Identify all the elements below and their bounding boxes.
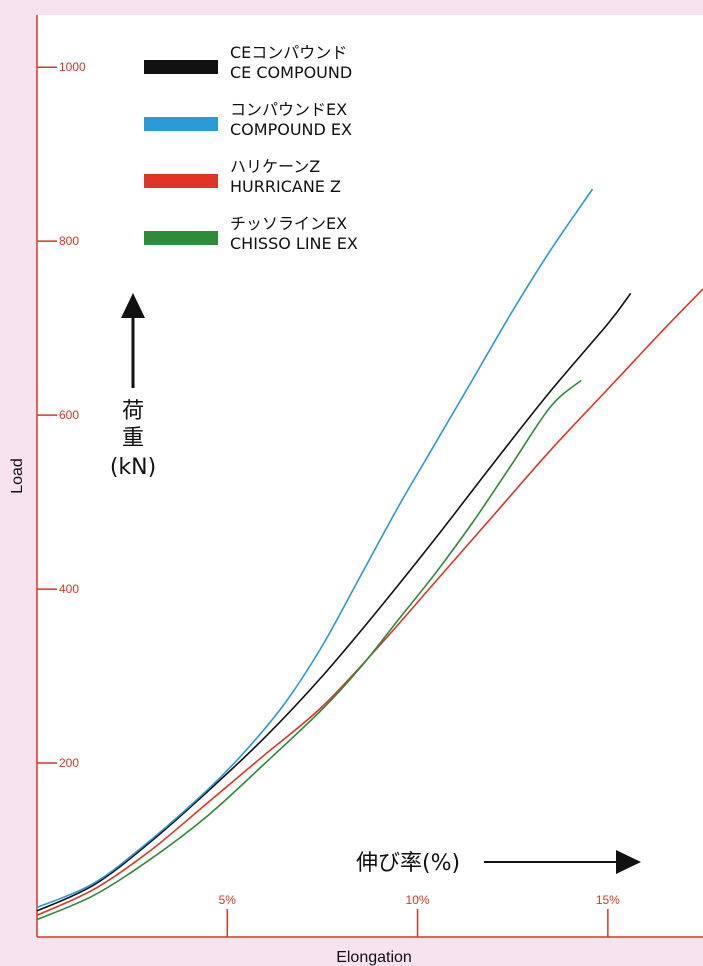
y-tick-label: 200 — [59, 756, 79, 770]
series-line-hurricane-z — [36, 288, 703, 917]
x-annotation: 伸び率(%) — [356, 851, 460, 876]
x-tick-label: 10% — [406, 893, 430, 907]
up-arrow-icon — [121, 293, 145, 318]
y-annotation-line2: 重 — [122, 426, 144, 451]
x-axis-title: Elongation — [336, 949, 412, 966]
plot-area — [37, 15, 703, 937]
y-ticks: 200 400 600 800 1000 — [37, 60, 86, 770]
legend-label-jp: ハリケーンZ — [230, 157, 320, 176]
legend-swatch-chisso-line-ex — [144, 231, 218, 245]
legend-label-jp: チッソラインEX — [230, 214, 347, 233]
y-tick-label: 600 — [59, 408, 79, 422]
legend-swatch-ce-compound — [144, 60, 218, 74]
series-line-compound-ex — [36, 188, 594, 909]
y-annotation-line3: (kN) — [110, 455, 156, 480]
legend-label-en: CE COMPOUND — [230, 63, 352, 82]
y-tick-label: 400 — [59, 582, 79, 596]
legend-label-jp: CEコンパウンド — [230, 43, 347, 62]
series-lines — [36, 188, 703, 921]
series-line-chisso-line-ex — [36, 379, 582, 921]
y-tick-label: 800 — [59, 234, 79, 248]
legend-label-en: HURRICANE Z — [230, 177, 341, 196]
x-tick-label: 5% — [219, 893, 237, 907]
series-line-ce-compound — [36, 292, 632, 912]
y-annotation-line1: 荷 — [122, 399, 144, 424]
legend-label-jp: コンパウンドEX — [230, 100, 347, 119]
legend-swatch-compound-ex — [144, 117, 218, 131]
x-ticks: 5% 10% 15% — [219, 893, 620, 937]
y-tick-label: 1000 — [59, 60, 86, 74]
legend-label-en: CHISSO LINE EX — [230, 234, 358, 253]
y-axis-title: Load — [9, 458, 26, 494]
x-tick-label: 15% — [596, 893, 620, 907]
legend-label-en: COMPOUND EX — [230, 120, 352, 139]
right-arrow-icon — [616, 850, 641, 874]
legend-swatch-hurricane-z — [144, 174, 218, 188]
